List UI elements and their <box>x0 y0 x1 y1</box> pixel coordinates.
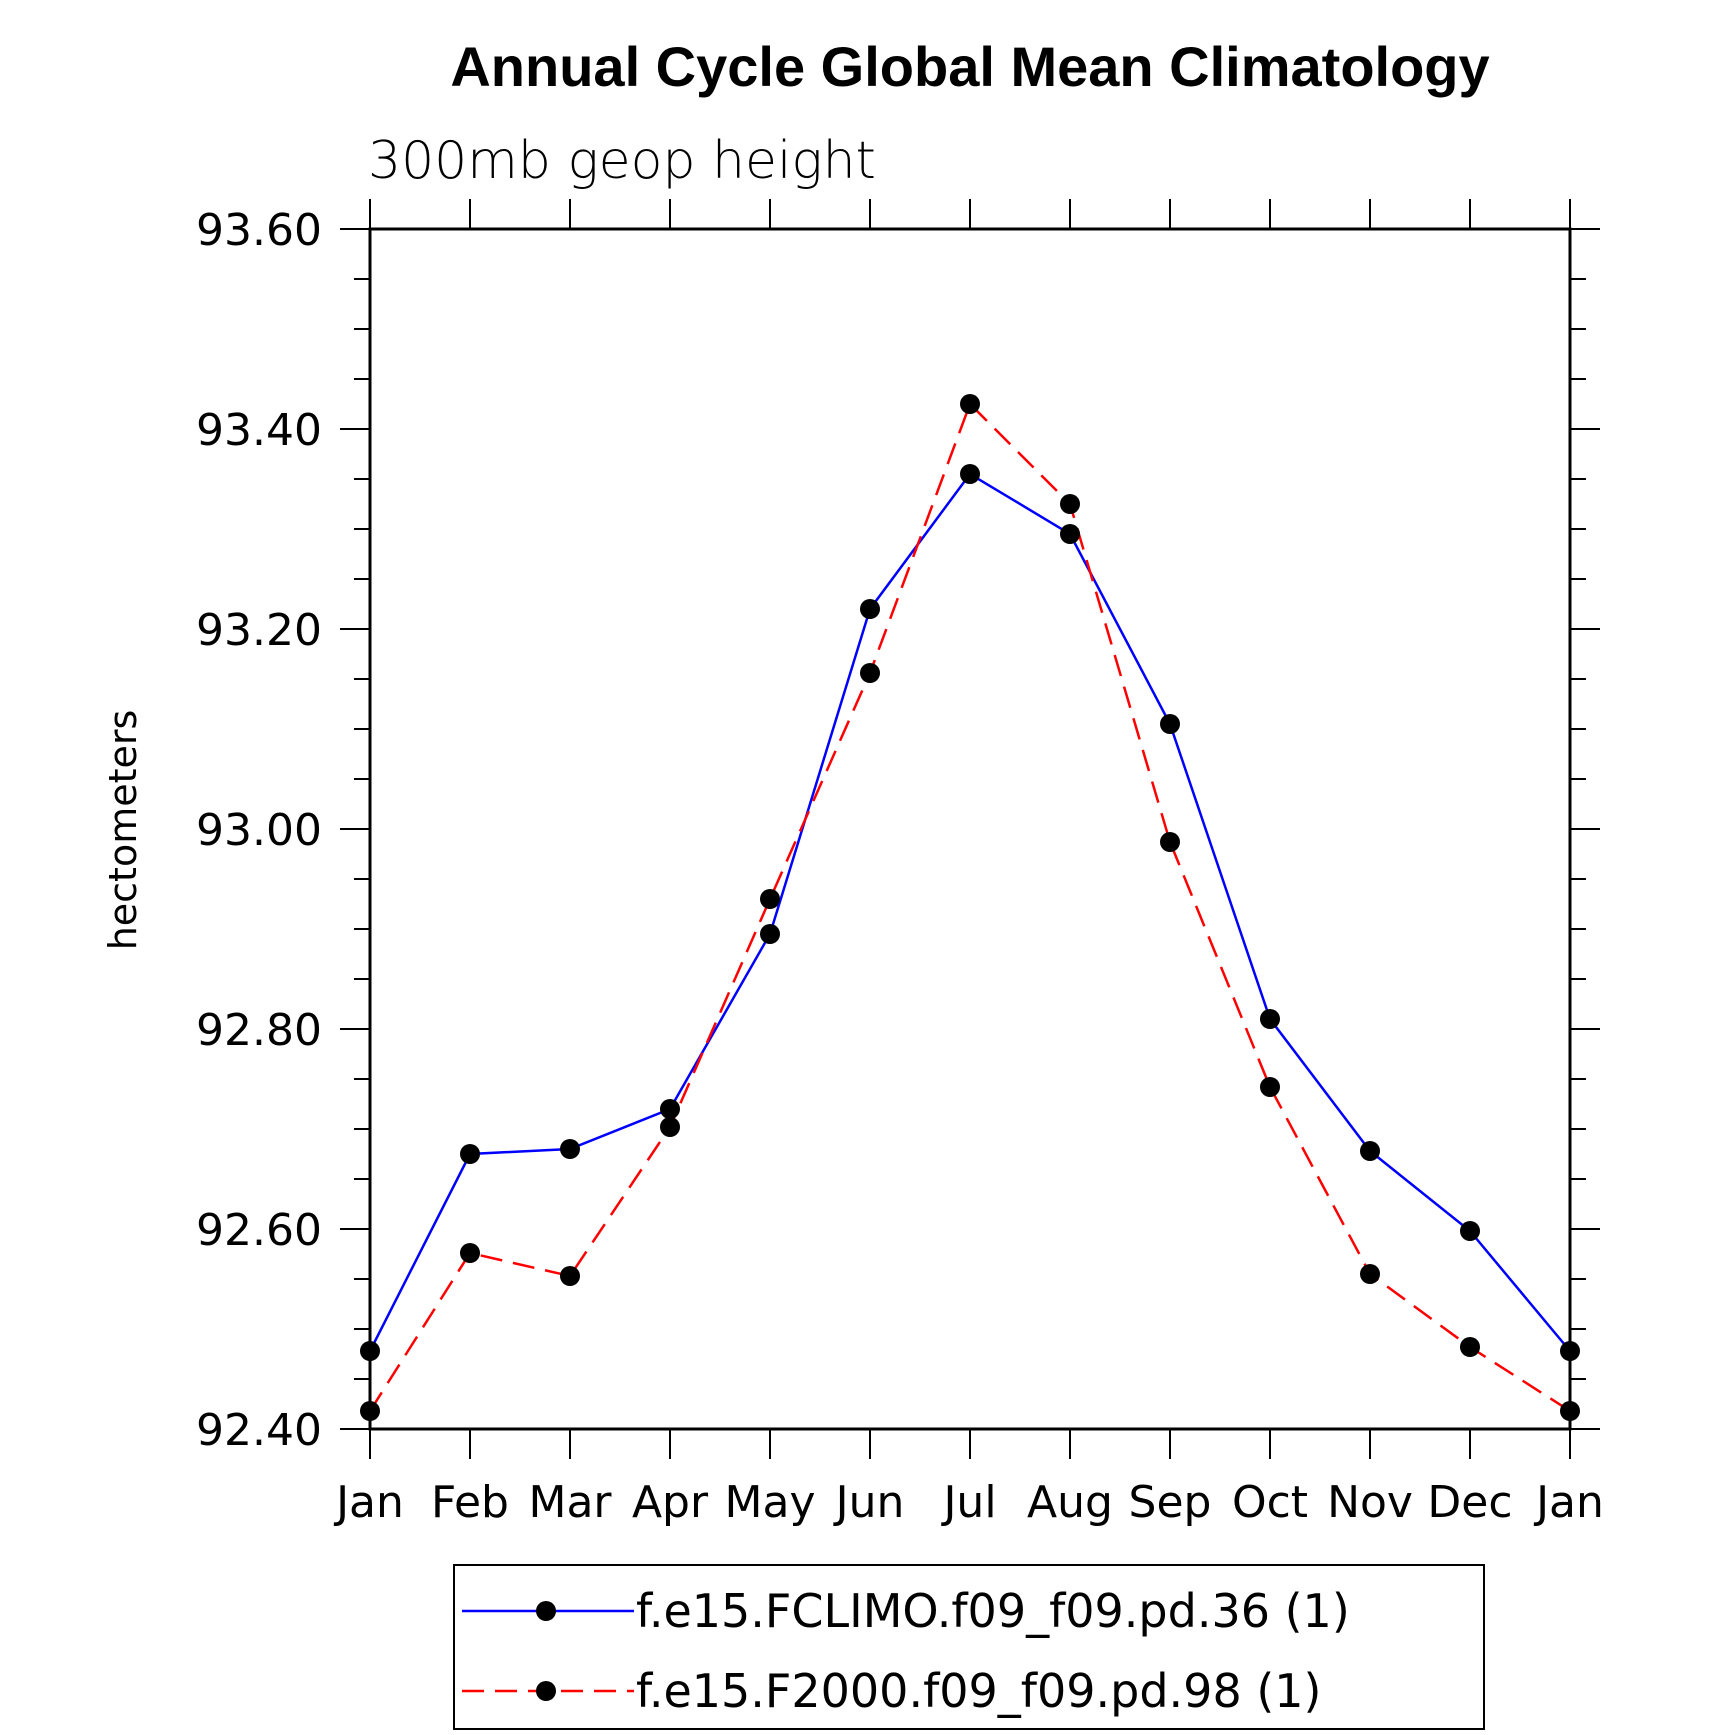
y-tick-label: 92.80 <box>196 1005 322 1056</box>
legend-entry-label: f.e15.FCLIMO.f09_f09.pd.36 (1) <box>636 1584 1350 1638</box>
y-tick-label: 93.40 <box>196 405 322 456</box>
x-tick-label: May <box>725 1477 816 1528</box>
series-2-point <box>560 1266 580 1286</box>
chart-title: Annual Cycle Global Mean Climatology <box>450 35 1489 98</box>
series-1-point <box>960 464 980 484</box>
x-tick-label: Jul <box>940 1477 996 1528</box>
series-1-point <box>1460 1221 1480 1241</box>
series-1-point <box>660 1099 680 1119</box>
y-axis-label: hectometers <box>101 710 145 951</box>
x-tick-label: Jan <box>333 1477 404 1528</box>
series-2-point <box>960 394 980 414</box>
y-tick-label: 93.00 <box>196 805 322 856</box>
series-2-point <box>660 1117 680 1137</box>
series-2-point <box>1360 1264 1380 1284</box>
x-tick-label: Jun <box>833 1477 905 1528</box>
legend: f.e15.FCLIMO.f09_f09.pd.36 (1) f.e15.F200… <box>453 1564 1485 1730</box>
series-1-point <box>860 599 880 619</box>
series-2-point <box>360 1401 380 1421</box>
series-line-2 <box>368 401 1571 1413</box>
series-2-point <box>1460 1337 1480 1357</box>
x-tick-label: Dec <box>1427 1477 1512 1528</box>
series-1-point <box>1360 1141 1380 1161</box>
legend-entry-label: f.e15.F2000.f09_f09.pd.98 (1) <box>636 1664 1322 1718</box>
series-2-point <box>1160 832 1180 852</box>
series-1-point <box>1260 1009 1280 1029</box>
series-1-point <box>760 924 780 944</box>
legend-box <box>453 1564 1485 1730</box>
legend-swatch-marker <box>536 1601 556 1621</box>
y-tick-label: 92.40 <box>196 1405 322 1456</box>
series-1-point <box>1560 1341 1580 1361</box>
x-tick-label: Jan <box>1533 1477 1604 1528</box>
series-2-point <box>460 1243 480 1263</box>
x-tick-label: Aug <box>1027 1477 1113 1528</box>
series-line-1 <box>368 472 1571 1352</box>
y-tick-label: 93.20 <box>196 605 322 656</box>
series-2-point <box>760 889 780 909</box>
series-1-point <box>460 1144 480 1164</box>
series-2-point <box>1260 1077 1280 1097</box>
y-tick-label: 93.60 <box>196 205 322 256</box>
x-tick-label: Oct <box>1232 1477 1308 1528</box>
series-2-point <box>1060 494 1080 514</box>
legend-swatch-marker <box>536 1681 556 1701</box>
x-tick-label: Apr <box>632 1477 709 1528</box>
series-1-point <box>1160 714 1180 734</box>
chart-subtitle: 300mb geop height <box>368 131 876 191</box>
series-1-point <box>560 1139 580 1159</box>
x-tick-label: Feb <box>431 1477 509 1528</box>
series-2-point <box>1560 1401 1580 1421</box>
plot-area <box>360 394 1580 1421</box>
x-tick-label: Nov <box>1327 1477 1413 1528</box>
series-1-point <box>360 1341 380 1361</box>
x-tick-label: Mar <box>528 1477 612 1528</box>
y-tick-label: 92.60 <box>196 1205 322 1256</box>
series-1-point <box>1060 524 1080 544</box>
x-tick-label: Sep <box>1129 1477 1212 1528</box>
series-2-point <box>860 663 880 683</box>
